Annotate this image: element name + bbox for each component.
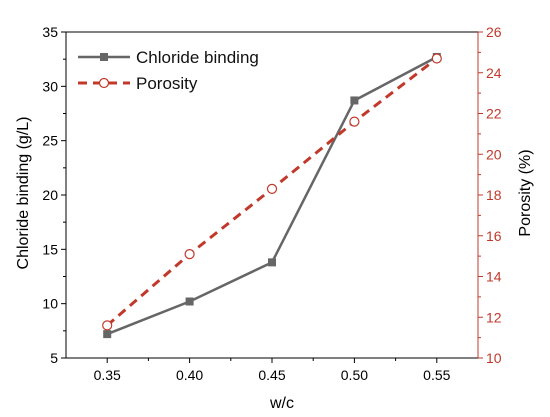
right-tick-label: 16 bbox=[486, 228, 502, 244]
left-tick-label: 25 bbox=[42, 133, 58, 149]
right-tick-label: 12 bbox=[486, 309, 502, 325]
left-tick-label: 35 bbox=[42, 24, 58, 40]
left-axis-title: Chloride binding (g/L) bbox=[15, 117, 32, 270]
series-layer bbox=[102, 52, 442, 339]
data-point bbox=[102, 320, 113, 331]
right-tick-label: 20 bbox=[486, 146, 502, 162]
series-line bbox=[106, 55, 438, 336]
right-tick-label: 22 bbox=[486, 106, 502, 122]
right-tick-label: 14 bbox=[486, 269, 502, 285]
left-tick-label: 15 bbox=[42, 241, 58, 257]
left-tick-label: 20 bbox=[42, 187, 58, 203]
right-axis-ticks: 10 12 14 16 18 20 22 24 26 bbox=[478, 24, 502, 366]
legend-marker bbox=[100, 53, 108, 61]
data-point bbox=[350, 96, 359, 105]
left-axis-ticks: 5 10 15 20 25 30 35 bbox=[42, 24, 66, 366]
data-point bbox=[268, 258, 276, 267]
x-tick-label: 0.45 bbox=[258, 367, 285, 383]
left-tick-label: 10 bbox=[42, 296, 58, 312]
right-axis-title: Porosity (%) bbox=[517, 149, 534, 236]
right-tick-label: 10 bbox=[486, 350, 502, 366]
legend-label: Chloride binding bbox=[136, 48, 259, 67]
x-axis-title: w/c bbox=[269, 395, 294, 412]
x-tick-label: 0.35 bbox=[94, 367, 121, 383]
x-tick-label: 0.50 bbox=[341, 367, 368, 383]
data-point bbox=[349, 116, 360, 127]
right-tick-label: 18 bbox=[486, 187, 502, 203]
x-tick-label: 0.40 bbox=[176, 367, 203, 383]
legend-label: Porosity bbox=[136, 74, 198, 93]
series-porosity bbox=[102, 53, 442, 331]
right-tick-label: 24 bbox=[486, 65, 502, 81]
data-point bbox=[184, 248, 195, 260]
data-point bbox=[185, 297, 194, 306]
x-axis-ticks: 0.35 0.40 0.45 0.50 0.55 bbox=[94, 358, 451, 383]
x-tick-label: 0.55 bbox=[423, 367, 450, 383]
plot-frame bbox=[65, 31, 479, 359]
left-tick-label: 30 bbox=[42, 78, 58, 94]
legend-marker bbox=[98, 77, 110, 89]
left-tick-label: 5 bbox=[50, 350, 58, 366]
data-point bbox=[431, 53, 442, 64]
data-point bbox=[266, 183, 278, 194]
legend: Chloride binding Porosity bbox=[78, 48, 259, 93]
data-point bbox=[103, 330, 112, 339]
legend-item: Porosity bbox=[78, 74, 198, 93]
right-tick-label: 26 bbox=[486, 24, 502, 40]
legend-item: Chloride binding bbox=[78, 48, 259, 67]
